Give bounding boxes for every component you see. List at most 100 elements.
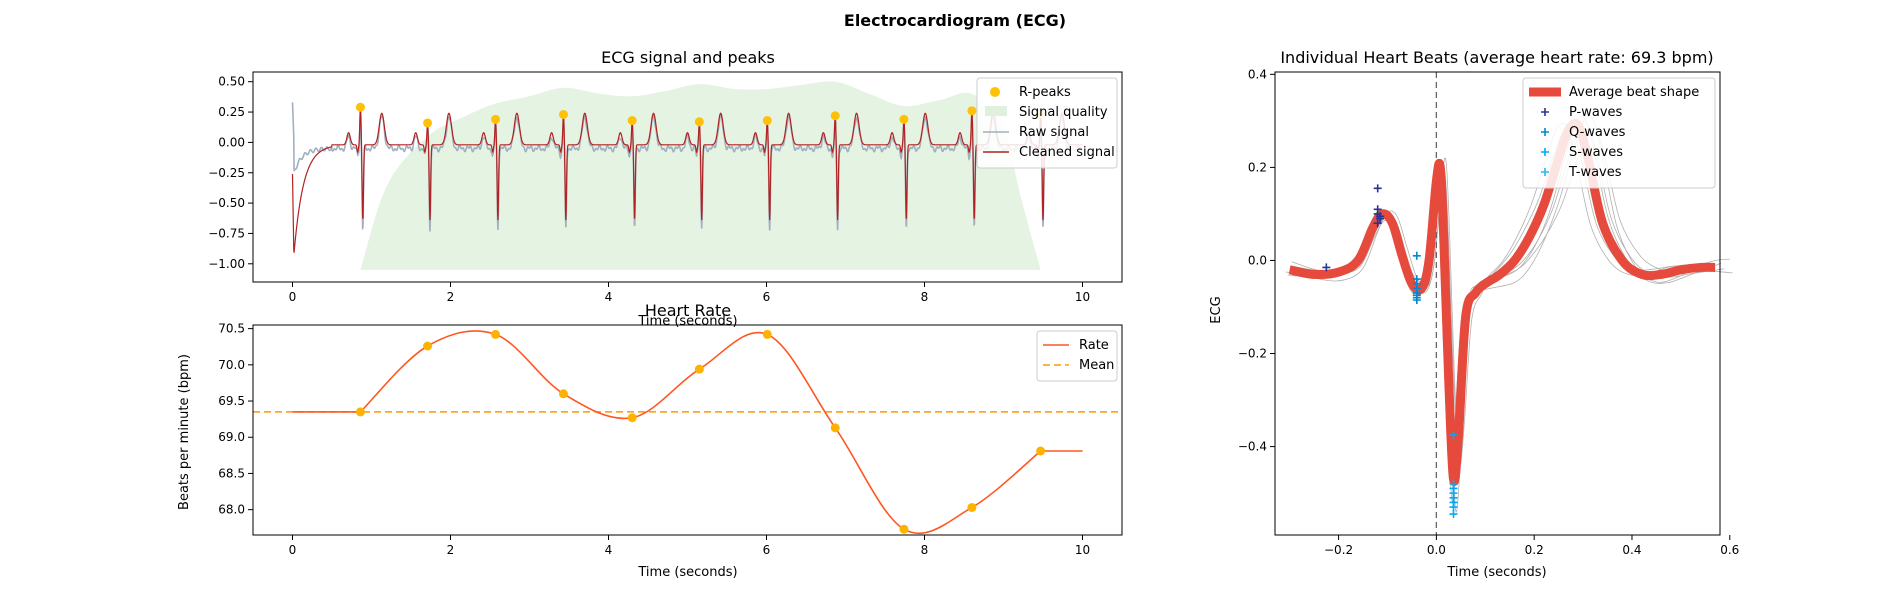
rate-ytick-label: 70.0 — [218, 358, 245, 372]
rate-xtick-label: 6 — [763, 543, 771, 557]
beats-xtick-label: 0.2 — [1525, 543, 1544, 557]
legend-frame — [1036, 330, 1118, 382]
legend-label: Mean — [1079, 358, 1114, 373]
r-peak-point — [694, 117, 704, 127]
rate-frame — [252, 324, 1123, 536]
beats-ytick-label: 0.2 — [1248, 160, 1267, 174]
rate-xtick-label: 2 — [447, 543, 455, 557]
rate-xtick-label: 0 — [289, 543, 297, 557]
r-peak-point — [423, 118, 433, 128]
ecg-xtick-label: 4 — [605, 290, 613, 304]
beats-xtick-label: −0.2 — [1324, 543, 1353, 557]
r-peak-point — [762, 116, 772, 126]
beats-ytick-label: 0.0 — [1248, 253, 1267, 267]
rate-point — [830, 423, 840, 433]
legend-frame — [1522, 77, 1716, 189]
rate-point — [1036, 446, 1046, 456]
rate-ytick-label: 68.0 — [218, 503, 245, 517]
wave-marker — [1373, 219, 1382, 228]
ecg-ytick-label: −0.75 — [208, 226, 245, 240]
beats-ylabel: ECG — [1209, 296, 1224, 323]
beats-xtick-label: 0.6 — [1720, 543, 1739, 557]
beats-title: Individual Heart Beats (average heart ra… — [1280, 48, 1713, 67]
legend-label: Raw signal — [1019, 125, 1089, 140]
legend-frame — [976, 77, 1118, 169]
rate-point — [355, 407, 365, 417]
r-peak-point — [355, 102, 365, 112]
rate-point — [627, 413, 637, 423]
legend-label: T-waves — [1568, 165, 1622, 180]
figure-title: Electrocardiogram (ECG) — [844, 11, 1066, 30]
ecg-xtick-label: 2 — [447, 290, 455, 304]
legend-quality-swatch — [985, 106, 1007, 116]
rate-ytick-label: 69.5 — [218, 394, 245, 408]
legend-label: Average beat shape — [1569, 85, 1699, 100]
ecg-plot-area — [291, 81, 1084, 270]
ecg-xtick-label: 8 — [921, 290, 929, 304]
rate-point — [899, 524, 909, 534]
rate-point — [491, 329, 501, 339]
beats-legend: Average beat shape P-waves Q-waves S-waves T… — [1522, 77, 1716, 189]
rate-point — [967, 502, 977, 512]
rate-ytick-label: 68.5 — [218, 466, 245, 480]
wave-marker — [1373, 184, 1382, 193]
wave-marker — [1449, 430, 1458, 439]
beats-ytick-label: 0.4 — [1248, 67, 1267, 81]
ecg-xtick-label: 0 — [289, 290, 297, 304]
wave-marker — [1449, 510, 1458, 519]
beats-ytick-label: −0.4 — [1238, 440, 1267, 454]
ecg-xtick-label: 10 — [1075, 290, 1090, 304]
rate-xtick-label: 8 — [921, 543, 929, 557]
cleaned-signal-line — [291, 107, 1083, 253]
ecg-xtick-label: 6 — [763, 290, 771, 304]
beats-plot-area — [1285, 72, 1733, 535]
ecg-ytick-label: 0.00 — [218, 135, 245, 149]
legend-label: Cleaned signal — [1019, 145, 1115, 160]
ecg-title: ECG signal and peaks — [601, 48, 775, 67]
legend-wave-marker — [1541, 168, 1549, 176]
r-peak-point — [627, 116, 637, 126]
wave-marker — [1449, 503, 1458, 512]
rate-point — [762, 329, 772, 339]
beats-axes: −0.2 0.0 0.2 0.4 0.6 0.4 0.2 0.0 −0.2 −0.4 — [1238, 67, 1739, 557]
legend-label: P-waves — [1569, 105, 1623, 120]
rate-point — [694, 364, 704, 374]
rate-ylabel: Beats per minute (bpm) — [177, 354, 192, 510]
ecg-clip-group — [291, 81, 1084, 270]
rate-ytick-label: 69.0 — [218, 430, 245, 444]
wave-marker — [1412, 251, 1421, 260]
legend-label: Signal quality — [1019, 105, 1108, 120]
rate-point — [558, 389, 568, 399]
rate-point — [423, 341, 433, 351]
beats-ytick-label: −0.2 — [1238, 347, 1267, 361]
r-peak-point — [558, 109, 568, 119]
r-peak-point — [967, 106, 977, 116]
ecg-axes: 0 2 4 6 8 10 0.50 0.25 0.00 −0.25 −0.50 −0.75 −1.00 — [208, 71, 1123, 304]
wave-marker — [1373, 209, 1382, 218]
wave-marker — [1412, 296, 1421, 305]
ecg-ytick-label: 0.50 — [218, 75, 245, 89]
ecg-legend: R-peaks Signal quality Raw signal Cleaned s… — [976, 77, 1118, 169]
legend-label: S-waves — [1569, 145, 1623, 160]
average-beat-line — [1288, 119, 1716, 486]
ecg-ytick-label: 0.25 — [218, 105, 245, 119]
rate-title: Heart Rate — [645, 301, 731, 320]
beats-xtick-label: 0.4 — [1622, 543, 1641, 557]
ecg-ytick-label: −0.25 — [208, 166, 245, 180]
ecg-panel: ECG signal and peaks 0 2 4 6 8 10 0.50 0.25 0.00… — [208, 48, 1123, 329]
beats-panel: Individual Heart Beats (average heart ra… — [1209, 48, 1739, 580]
legend-wave-marker — [1541, 128, 1549, 136]
r-peak-point — [491, 114, 501, 124]
ecg-frame — [252, 71, 1123, 283]
r-peak-point — [830, 111, 840, 121]
legend-rpeaks-marker — [990, 87, 1000, 97]
ecg-ytick-label: −1.00 — [208, 257, 245, 271]
ecg-ytick-label: −0.50 — [208, 196, 245, 210]
beats-xtick-label: 0.0 — [1427, 543, 1446, 557]
rate-xlabel: Time (seconds) — [637, 565, 737, 580]
rate-xtick-label: 4 — [605, 543, 613, 557]
rate-plot-area — [253, 329, 1122, 535]
rate-xtick-label: 10 — [1075, 543, 1090, 557]
legend-label: Rate — [1079, 338, 1109, 353]
rate-panel: Heart Rate 0 2 4 6 8 10 70.5 70.0 69.5 69.0 68.5 68… — [177, 301, 1123, 580]
